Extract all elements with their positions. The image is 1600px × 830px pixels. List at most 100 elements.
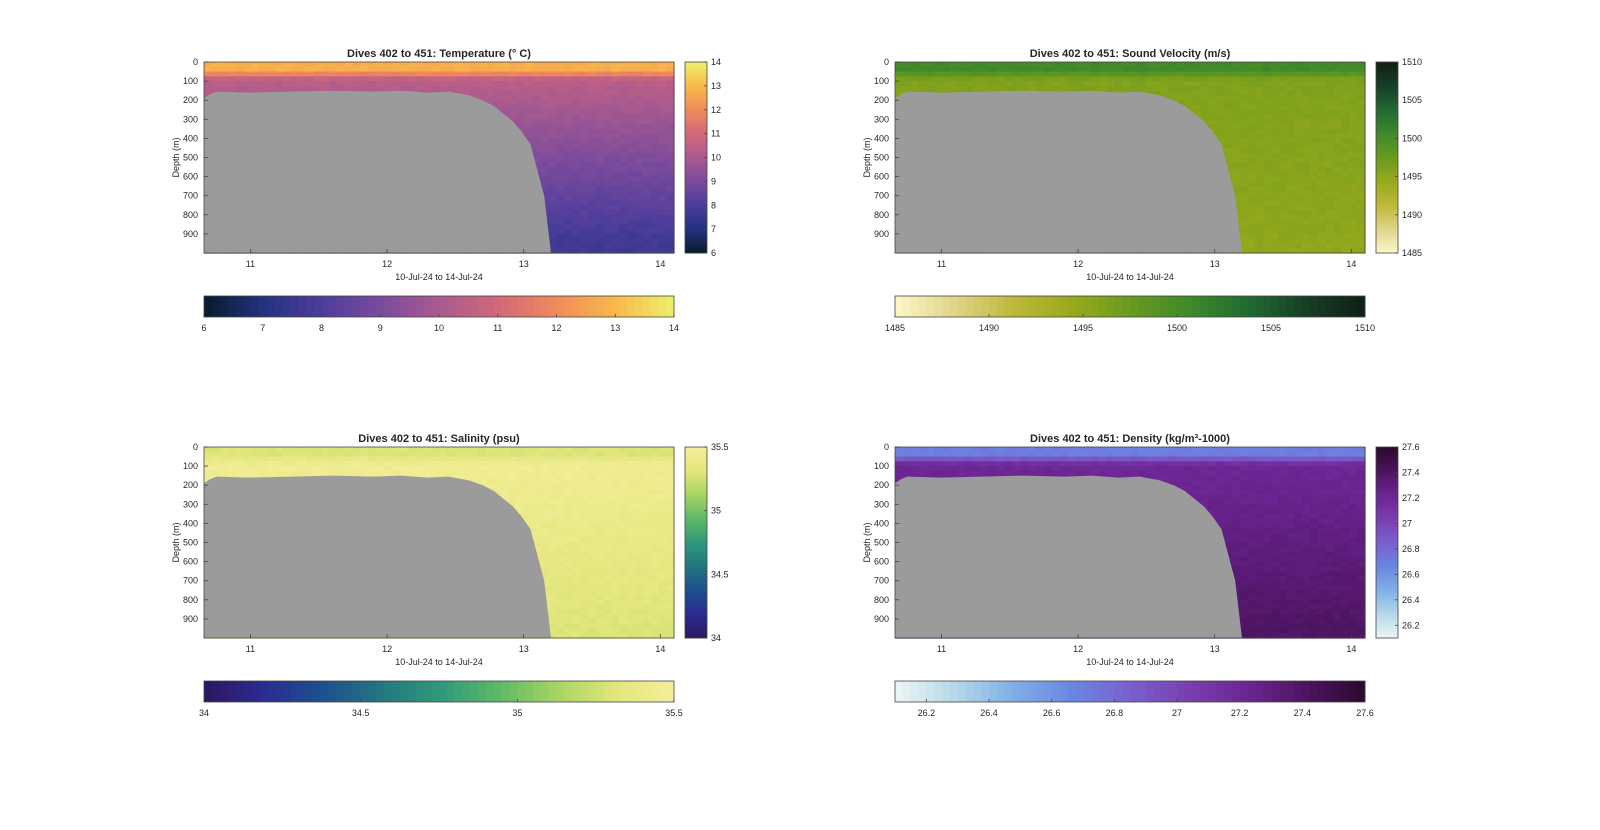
heatmap-cell — [446, 62, 456, 68]
heatmap-cell — [1325, 109, 1335, 116]
heatmap-cell — [1325, 176, 1335, 182]
heatmap-cell — [1357, 85, 1366, 92]
heatmap-cell — [525, 85, 534, 92]
heatmap-cell — [533, 114, 542, 120]
heatmap-cell — [352, 81, 362, 87]
heatmap-cell — [360, 76, 370, 82]
heatmap-cell — [321, 81, 330, 87]
heatmap-cell — [1192, 76, 1202, 82]
heatmap-cell — [556, 128, 565, 135]
heatmap-cell — [1263, 229, 1272, 235]
heatmap-cell — [1318, 133, 1327, 140]
heatmap-cell — [1067, 81, 1076, 87]
heatmap-cell — [934, 85, 943, 92]
heatmap-cell — [611, 219, 620, 225]
heatmap-cell — [619, 233, 628, 240]
heatmap-cell — [627, 219, 636, 225]
heatmap-cell — [666, 95, 675, 101]
heatmap-cell — [525, 62, 534, 68]
heatmap-cell — [1341, 95, 1350, 101]
heatmap-cell — [587, 119, 597, 125]
heatmap-cell — [611, 152, 620, 159]
heatmap-cell — [595, 114, 605, 120]
heatmap-cell — [1247, 124, 1256, 130]
heatmap-cell — [392, 81, 401, 87]
heatmap-cell — [1318, 62, 1327, 68]
heatmap-cell — [509, 62, 518, 68]
heatmap-cell — [926, 81, 935, 87]
heatmap-cell — [650, 143, 659, 149]
heatmap-cell — [1302, 109, 1311, 116]
heatmap-cell — [666, 167, 675, 173]
heatmap-cell — [305, 85, 315, 92]
heatmap-cell — [1200, 119, 1209, 125]
heatmap-cell — [1083, 71, 1092, 77]
heatmap-cell — [1020, 71, 1029, 77]
heatmap-cell — [1294, 238, 1303, 245]
heatmap-cell — [1224, 162, 1233, 168]
heatmap-cell — [1247, 138, 1256, 144]
heatmap-cell — [619, 200, 628, 206]
h-colorbar-segment — [368, 296, 377, 317]
heatmap-cell — [1239, 224, 1249, 230]
heatmap-cell — [501, 104, 511, 111]
heatmap-cell — [996, 76, 1006, 82]
heatmap-cell — [1349, 133, 1358, 140]
heatmap-cell — [1169, 85, 1178, 92]
heatmap-cell — [525, 90, 534, 97]
heatmap-cell — [1357, 176, 1366, 182]
heatmap-cell — [603, 114, 612, 120]
heatmap-cell — [1357, 133, 1366, 140]
heatmap-cell — [525, 66, 534, 73]
h-colorbar-segment — [525, 296, 534, 317]
heatmap-cell — [658, 62, 667, 68]
heatmap-cell — [1325, 162, 1335, 168]
heatmap-cell — [1310, 214, 1319, 221]
heatmap-cell — [1224, 138, 1233, 144]
heatmap-cell — [918, 85, 927, 92]
heatmap-cell — [540, 76, 550, 82]
h-colorbar-segment — [219, 296, 228, 317]
heatmap-cell — [1051, 71, 1061, 77]
heatmap-cell — [423, 71, 432, 77]
heatmap-cell — [478, 66, 487, 73]
heatmap-cell — [1169, 95, 1178, 101]
colorbar-tick-label: 9 — [711, 176, 716, 186]
heatmap-cell — [666, 233, 675, 240]
heatmap-cell — [1020, 81, 1029, 87]
heatmap-cell — [1153, 85, 1162, 92]
heatmap-cell — [611, 224, 620, 230]
heatmap-cell — [564, 100, 573, 106]
heatmap-cell — [1302, 100, 1311, 106]
heatmap-cell — [603, 66, 612, 73]
heatmap-cell — [1114, 85, 1123, 92]
heatmap-cell — [298, 62, 307, 68]
heatmap-cell — [1325, 81, 1335, 87]
heatmap-cell — [1302, 210, 1311, 216]
heatmap-cell — [642, 114, 652, 120]
h-colorbar-segment — [407, 296, 416, 317]
heatmap-cell — [556, 119, 565, 125]
heatmap-cell — [1255, 104, 1264, 111]
heatmap-cell — [595, 62, 605, 68]
heatmap-cell — [627, 138, 636, 144]
colorbar-segment — [685, 157, 707, 162]
heatmap-cell — [1231, 162, 1241, 168]
heatmap-cell — [580, 210, 589, 216]
heatmap-cell — [204, 62, 213, 68]
heatmap-cell — [1349, 233, 1358, 240]
heatmap-cell — [1333, 210, 1343, 216]
heatmap-cell — [580, 195, 589, 202]
heatmap-cell — [1325, 71, 1335, 77]
heatmap-cell — [1263, 128, 1272, 135]
heatmap-cell — [548, 162, 558, 168]
heatmap-cell — [1310, 114, 1319, 120]
heatmap-cell — [533, 152, 542, 159]
heatmap-cell — [540, 128, 550, 135]
heatmap-cell — [235, 71, 244, 77]
heatmap-cell — [321, 71, 330, 77]
heatmap-cell — [1294, 90, 1303, 97]
heatmap-cell — [1333, 162, 1343, 168]
heatmap-cell — [266, 66, 276, 73]
heatmap-cell — [580, 162, 589, 168]
